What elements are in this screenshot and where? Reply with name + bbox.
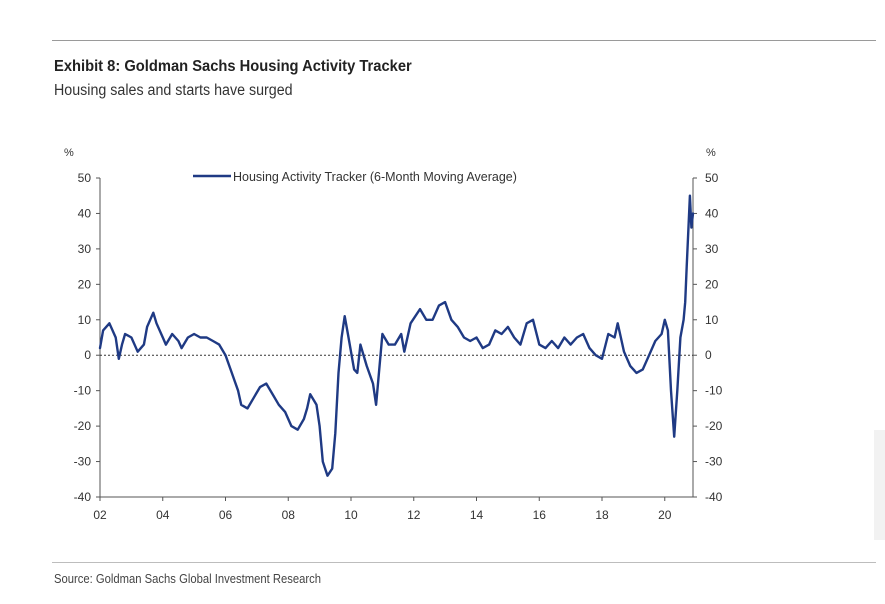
y-tick-label-right: 10 [705, 313, 719, 327]
y-tick-label-left: 30 [78, 242, 92, 256]
y-tick-label-right: 40 [705, 206, 719, 220]
chart-subtitle: Housing sales and starts have surged [54, 82, 293, 99]
y-tick-label-right: -40 [705, 490, 723, 504]
y-tick-label-left: 50 [78, 171, 92, 185]
top-rule [52, 40, 876, 41]
y-tick-label-left: 10 [78, 313, 92, 327]
y-unit-label-left: % [64, 147, 74, 159]
y-tick-label-left: -10 [74, 384, 92, 398]
x-tick-label: 10 [344, 508, 358, 522]
x-tick-label: 14 [470, 508, 484, 522]
x-tick-label: 08 [282, 508, 296, 522]
series-line-housing-activity-tracker [98, 194, 695, 477]
legend-label: Housing Activity Tracker (6-Month Moving… [233, 170, 517, 184]
chart-title: Exhibit 8: Goldman Sachs Housing Activit… [54, 58, 412, 75]
x-tick-label: 16 [533, 508, 547, 522]
y-tick-label-right: -20 [705, 419, 723, 433]
edge-shade [874, 430, 885, 540]
x-tick-label: 18 [595, 508, 609, 522]
y-tick-label-right: 50 [705, 171, 719, 185]
y-tick-label-right: 20 [705, 277, 719, 291]
x-tick-label: 06 [219, 508, 233, 522]
x-tick-label: 04 [156, 508, 170, 522]
x-tick-label: 20 [658, 508, 672, 522]
y-tick-label-left: 20 [78, 277, 92, 291]
x-tick-label: 02 [93, 508, 107, 522]
y-unit-label-right: % [706, 147, 716, 159]
x-tick-label: 12 [407, 508, 421, 522]
y-tick-label-left: 0 [84, 348, 91, 362]
y-tick-label-left: -40 [74, 490, 92, 504]
y-tick-label-left: -20 [74, 419, 92, 433]
y-tick-label-right: -10 [705, 384, 723, 398]
y-tick-label-right: 30 [705, 242, 719, 256]
source-note: Source: Goldman Sachs Global Investment … [54, 572, 322, 586]
y-tick-label-right: 0 [705, 348, 712, 362]
y-tick-label-left: -30 [74, 455, 92, 469]
y-tick-label-right: -30 [705, 455, 723, 469]
y-tick-label-left: 40 [78, 206, 92, 220]
bottom-rule [52, 562, 876, 563]
